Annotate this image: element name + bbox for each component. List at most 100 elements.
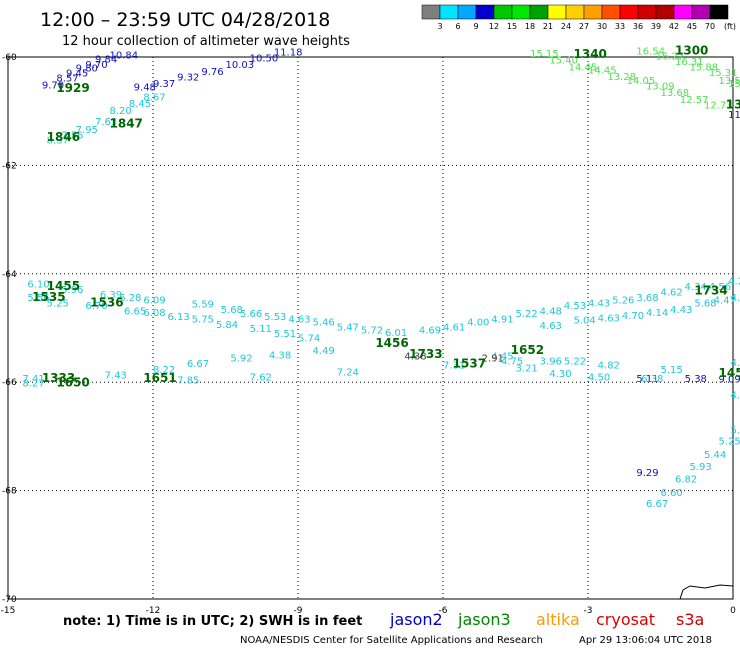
swh-value-label: 4.43 [670, 305, 692, 316]
swh-value-label: 4.69 [419, 325, 441, 336]
swh-value-label: 9.48 [134, 83, 156, 94]
colorbar-label: 33 [615, 22, 625, 31]
satellite-label-s3a: s3a [676, 610, 704, 629]
swh-value-label: 3.96 [540, 356, 562, 367]
satellite-label-cryosat: cryosat [596, 610, 655, 629]
swh-value-label: 6.09 [143, 296, 165, 307]
time-label: 1535 [32, 290, 65, 304]
swh-value-label: 5.15 [661, 365, 683, 376]
swh-value-label: 9.70 [42, 80, 64, 91]
coastline-outline [679, 584, 734, 600]
time-label: 1929 [56, 81, 89, 95]
time-label: 1734 [694, 283, 727, 297]
time-label: 1846 [47, 130, 80, 144]
swh-value-label: 4.91 [491, 315, 513, 326]
swh-value-label: 10.84 [110, 51, 139, 62]
swh-value-label: 15.31 [709, 68, 738, 79]
y-tick-label: -64 [2, 270, 17, 280]
swh-value-label: 4.30 [549, 369, 571, 380]
swh-value-label: 13.28 [607, 72, 636, 83]
swh-value-label: 4.38 [404, 351, 426, 362]
colorbar-label: 21 [543, 22, 553, 31]
swh-value-label: 7.62 [250, 373, 272, 384]
swh-value-label: 7.56 [61, 130, 83, 141]
satellite-label-jason3: jason3 [457, 610, 511, 629]
swh-value-label: 5.93 [690, 462, 712, 473]
swh-value-label: 7.41 [23, 374, 45, 385]
colorbar-swatch [511, 4, 531, 20]
swh-value-label: 10.50 [250, 53, 279, 64]
swh-value-label: 4.75 [501, 356, 523, 367]
credit-text: NOAA/NESDIS Center for Satellite Applica… [240, 635, 543, 646]
swh-value-label: 8.45 [129, 99, 151, 110]
swh-value-label: 12.73 [704, 100, 733, 111]
colorbar-label: 45 [687, 22, 697, 31]
swh-value-label: 7.63 [95, 117, 117, 128]
swh-value-label: 4.82 [598, 361, 620, 372]
colorbar-label: 42 [669, 22, 679, 31]
time-label: 1340 [574, 47, 607, 61]
swh-value-label: 4.61 [443, 323, 465, 334]
swh-value-label: 14.45 [569, 63, 598, 74]
swh-value-label: 15.15 [530, 49, 559, 60]
swh-value-label: 6.70 [85, 301, 107, 312]
swh-value-label: 5.72 [361, 325, 383, 336]
swh-value-label: 15.88 [690, 63, 719, 74]
grid-lines [8, 57, 733, 599]
swh-value-label: 6.82 [675, 474, 697, 485]
swh-value-label: 9.32 [177, 72, 199, 83]
colorbar-swatch [709, 4, 729, 20]
swh-value-label: 6.39 [100, 290, 122, 301]
swh-value-label: 5.8 [731, 426, 740, 437]
swh-value-label: 3.68 [636, 293, 658, 304]
swh-value-label: 5.51 [274, 329, 296, 340]
colorbar-swatch [529, 4, 549, 20]
colorbar-label: 24 [561, 22, 571, 31]
swh-value-label: 4.56 [709, 282, 731, 293]
swh-value-label: 6.28 [119, 293, 141, 304]
swh-value-label: 6.65 [124, 306, 146, 317]
swh-value-label: 6.01 [385, 328, 407, 339]
swh-value-label: 4.27 [728, 277, 740, 288]
swh-value-label: 8.22 [153, 365, 175, 376]
swh-value-label: 3.21 [516, 363, 538, 374]
swh-value-label: 4.49 [313, 346, 335, 357]
swh-value-label: 5.44 [704, 450, 726, 461]
axis-ticks: -15 -12 -9 -6 -3 0 -60 -62 -64 -66 -68 -70 [1, 53, 736, 616]
time-label: 1536 [90, 295, 123, 309]
swh-value-label: 4.40 [731, 293, 740, 304]
swh-value-label: 5.84 [216, 320, 238, 331]
colorbar-swatch [565, 4, 585, 20]
swh-value-label: 4.63 [288, 315, 310, 326]
swh-value-label: 5.74 [298, 334, 320, 345]
time-label: 1733 [409, 347, 442, 361]
colorbar-swatch [439, 4, 459, 20]
time-label: 1652 [511, 343, 544, 357]
swh-value-label: 5.26 [612, 296, 634, 307]
swh-value-label: 6.08 [143, 308, 165, 319]
swh-value-label: 9.37 [153, 79, 175, 90]
y-tick-label: -62 [2, 161, 17, 171]
colorbar-swatch [583, 4, 603, 20]
swh-value-label: 13.68 [661, 88, 690, 99]
colorbar-unit: (ft) [724, 22, 736, 31]
satellite-label-jason2: jason2 [389, 610, 443, 629]
swh-value-label: 4.47 [714, 296, 736, 307]
swh-value-label: 5.25 [47, 298, 69, 309]
swh-value-label: 5.75 [192, 315, 214, 326]
colorbar-swatch [493, 4, 513, 20]
swh-value-label: 14.45 [588, 65, 617, 76]
swh-value-label: 9.29 [636, 468, 658, 479]
colorbar-swatch [673, 4, 693, 20]
x-tick-label: -9 [294, 606, 303, 616]
swh-value-label: 5.96 [61, 285, 83, 296]
swh-value-label: 4.43 [588, 298, 610, 309]
y-tick-label: -70 [2, 595, 17, 605]
plot-frame [7, 56, 734, 600]
time-label: 1456 [375, 336, 408, 350]
chart-subtitle: 12 hour collection of altimeter wave hei… [62, 34, 350, 49]
time-label: 134 [726, 97, 740, 111]
swh-value-label: 14.05 [627, 76, 656, 87]
swh-value-label: 16.54 [636, 46, 665, 57]
